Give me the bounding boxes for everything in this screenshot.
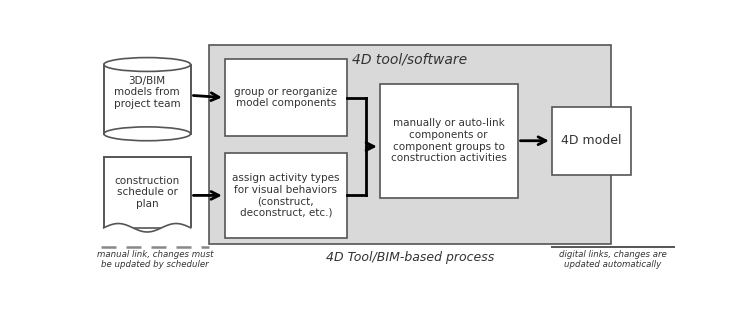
Bar — [380, 84, 518, 198]
Bar — [225, 153, 347, 238]
FancyBboxPatch shape — [209, 45, 611, 244]
Text: manual link, changes must
be updated by scheduler: manual link, changes must be updated by … — [97, 250, 213, 269]
Bar — [225, 59, 347, 136]
Text: assign activity types
for visual behaviors
(construct,
deconstruct, etc.): assign activity types for visual behavio… — [232, 173, 339, 218]
Text: construction
schedule or
plan: construction schedule or plan — [115, 176, 180, 209]
Text: 3D/BIM
models from
project team: 3D/BIM models from project team — [114, 76, 181, 109]
Text: group or reorganize
model components: group or reorganize model components — [234, 87, 337, 108]
Text: digital links, changes are
updated automatically: digital links, changes are updated autom… — [559, 250, 667, 269]
Bar — [104, 157, 191, 228]
Text: manually or auto-link
components or
component groups to
construction activities: manually or auto-link components or comp… — [391, 118, 507, 163]
Bar — [552, 107, 631, 175]
Ellipse shape — [104, 127, 191, 141]
Bar — [104, 64, 191, 134]
Text: 4D tool/software: 4D tool/software — [352, 52, 467, 66]
Text: 4D Tool/BIM-based process: 4D Tool/BIM-based process — [326, 250, 494, 264]
Text: 4D model: 4D model — [561, 134, 621, 147]
Ellipse shape — [104, 58, 191, 71]
